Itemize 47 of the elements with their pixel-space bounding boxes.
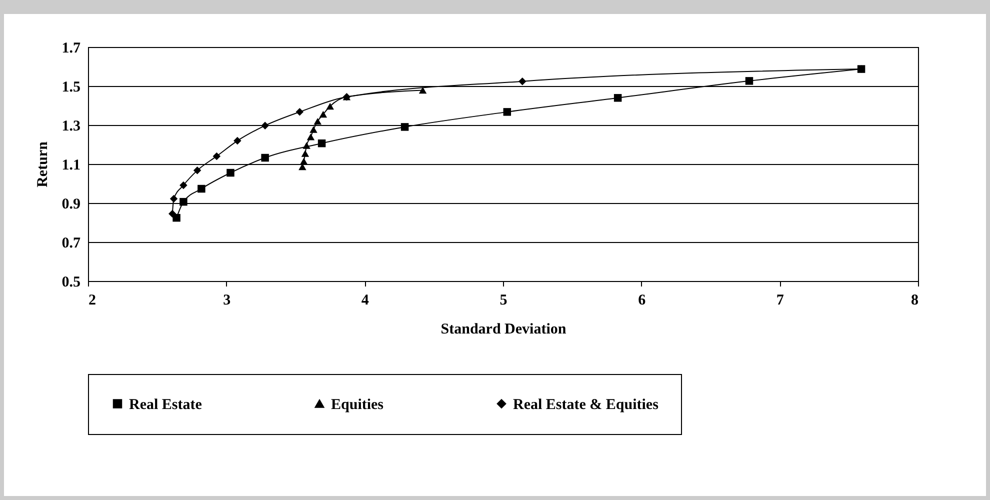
point: [503, 108, 512, 116]
point: [172, 214, 180, 222]
point: [300, 158, 308, 165]
point: [296, 108, 304, 116]
x-tick-label: 3: [223, 292, 231, 308]
point: [518, 77, 526, 86]
x-tick-label: 4: [361, 292, 370, 308]
y-tick-label: 0.9: [62, 196, 80, 212]
point: [302, 142, 310, 149]
point: [306, 134, 315, 140]
y-axis-title: Return: [34, 140, 51, 188]
x-tick-label: 8: [911, 292, 918, 308]
point: [212, 152, 221, 160]
point: [745, 77, 754, 85]
legend-label: Real Estate & Equities: [513, 396, 659, 413]
x-tick-label: 6: [638, 292, 646, 308]
point: [400, 123, 409, 131]
legend-label: Equities: [331, 396, 384, 413]
point: [226, 168, 234, 177]
x-tick-label: 5: [500, 292, 508, 308]
y-tick-label: 1.3: [62, 118, 80, 134]
x-tick-label: 7: [776, 292, 784, 308]
point: [170, 194, 178, 203]
point: [261, 122, 269, 130]
y-tick-label: 1.1: [62, 158, 80, 174]
y-tick-label: 0.7: [62, 236, 81, 252]
point: [198, 184, 206, 193]
legend-label: Real Estate: [129, 396, 202, 413]
point: [193, 166, 202, 174]
point: [168, 210, 176, 218]
x-tick-label: 2: [88, 292, 96, 308]
point: [418, 86, 427, 94]
point: [319, 110, 328, 118]
point: [318, 139, 326, 148]
point: [180, 181, 188, 190]
point: [180, 198, 188, 206]
y-tick-label: 1.7: [62, 40, 81, 56]
point: [301, 150, 310, 157]
point: [310, 126, 318, 133]
y-tick-label: 1.5: [62, 80, 80, 96]
x-axis-title: Standard Deviation: [440, 322, 567, 338]
point: [326, 102, 334, 110]
point: [234, 136, 242, 145]
point: [314, 118, 322, 125]
y-tick-label: 0.5: [62, 274, 80, 290]
point: [261, 154, 269, 162]
point: [614, 94, 622, 102]
